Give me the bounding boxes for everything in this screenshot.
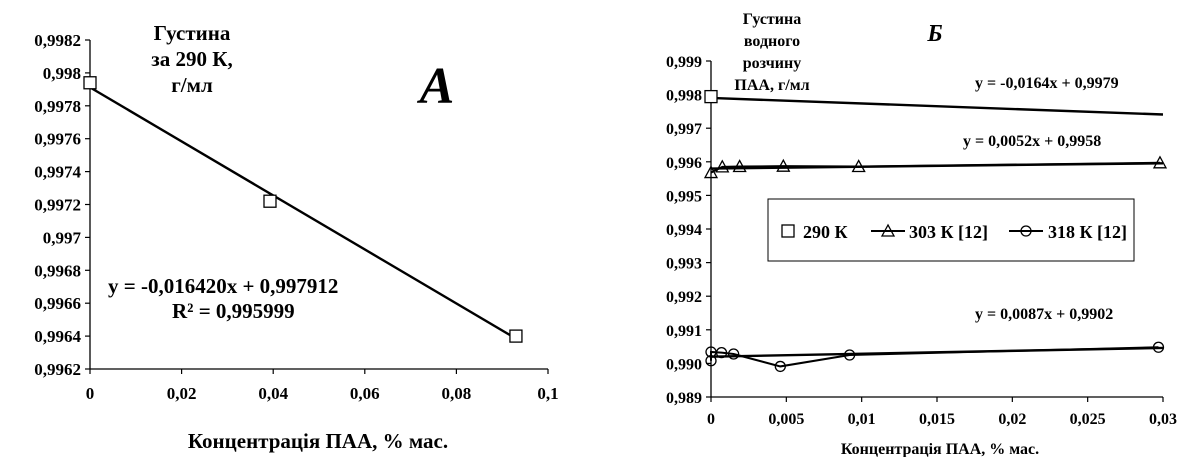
x-tick-label: 0,1 (537, 384, 558, 403)
data-point-triangle (1152, 155, 1168, 169)
y-tick-label: 0,9972 (34, 196, 81, 215)
x-tick-label: 0,01 (848, 411, 876, 428)
y-tick-label: 0,9982 (34, 31, 81, 50)
chart-title-line: Густина (743, 11, 801, 28)
y-tick-label: 0,990 (666, 356, 702, 373)
x-tick-label: 0,025 (1070, 411, 1106, 428)
data-point-square (509, 329, 523, 343)
x-axis-title: Концентрація ПАА, % мас. (841, 441, 1039, 457)
x-tick-label: 0,015 (919, 411, 955, 428)
legend-label: 290 К (803, 222, 848, 242)
data-point-circle (843, 349, 856, 361)
legend-marker-circle (1020, 225, 1032, 237)
y-tick-label: 0,998 (43, 64, 81, 83)
legend-marker-triangle (880, 223, 896, 237)
x-tick-label: 0,005 (768, 411, 804, 428)
series-line-1 (710, 161, 1160, 174)
y-tick-label: 0,9962 (34, 360, 81, 379)
chart-title-line: ПАА, г/мл (734, 77, 809, 94)
x-tick-label: 0,04 (258, 384, 288, 403)
data-point-triangle (776, 158, 791, 172)
x-tick-label: 0,03 (1149, 411, 1177, 428)
x-tick-label: 0,02 (998, 411, 1026, 428)
legend-marker-square (781, 224, 795, 238)
x-tick-label: 0 (86, 384, 95, 403)
chart-title-line: водного (744, 33, 800, 50)
data-point-square (704, 89, 718, 104)
data-point-triangle (732, 159, 747, 173)
data-point-square (263, 194, 277, 208)
data-point-circle (715, 346, 728, 359)
y-tick-label: 0,991 (666, 323, 702, 340)
x-tick-label: 0,08 (442, 384, 472, 403)
y-tick-label: 0,997 (666, 121, 702, 138)
y-tick-label: 0,9976 (34, 130, 81, 149)
x-tick-label: 0 (707, 411, 715, 428)
chart-title-line: розчину (743, 55, 801, 72)
y-tick-label: 0,994 (666, 222, 702, 239)
y-tick-label: 0,9964 (34, 327, 81, 346)
equation-label: y = -0,0164x + 0,9979 (975, 75, 1119, 92)
chart-panel-a: 0,9962 0,9964 0,9966 0,9968 0,997 0,9972 0,997… (34, 21, 558, 453)
chart-title-line: г/мл (171, 73, 213, 97)
y-tick-label: 0,9966 (34, 294, 81, 313)
y-tick-label: 0,995 (666, 188, 702, 205)
x-tick-label: 0,02 (167, 384, 197, 403)
chart-title-line: Густина (154, 21, 231, 45)
x-axis-title: Концентрація ПАА, % мас. (188, 429, 448, 453)
panel-label: А (417, 58, 455, 115)
series-line-2 (710, 346, 1159, 368)
y-tick-label: 0,999 (666, 54, 702, 71)
y-tick-label: 0,996 (666, 155, 702, 172)
data-point-circle (727, 348, 740, 360)
data-point-circle (774, 360, 786, 373)
trendline-0 (89, 86, 517, 340)
trendline-0 (710, 96, 1164, 116)
y-tick-label: 0,992 (666, 289, 702, 306)
data-point-square (83, 76, 97, 90)
legend-box (767, 198, 1135, 262)
data-point-triangle (703, 165, 719, 179)
data-point-triangle (715, 159, 730, 173)
y-tick-label: 0,998 (666, 88, 702, 105)
equation-label: y = 0,0087x + 0,9902 (975, 306, 1113, 323)
y-tick-label: 0,9978 (34, 97, 81, 116)
legend-label: 303 К [12] (909, 222, 988, 242)
chart-title-line: за 290 К, (151, 47, 232, 71)
panel-label: Б (926, 21, 942, 47)
data-point-triangle (851, 159, 866, 173)
y-tick-label: 0,9974 (34, 163, 81, 182)
y-tick-label: 0,993 (666, 256, 702, 273)
equation-label: y = 0,0052x + 0,9958 (963, 133, 1101, 150)
equation-label: R² = 0,995999 (172, 299, 295, 323)
chart-panel-b: 0,989 0,990 0,991 0,992 0,993 0,994 0,995 0,996… (666, 11, 1177, 457)
legend-label: 318 К [12] (1048, 222, 1127, 242)
equation-label: y = -0,016420x + 0,997912 (108, 274, 338, 298)
x-tick-label: 0,06 (350, 384, 380, 403)
y-tick-label: 0,9968 (34, 261, 81, 280)
data-point-circle (705, 355, 717, 367)
data-point-circle (1152, 341, 1165, 353)
y-tick-label: 0,989 (666, 390, 702, 407)
y-tick-label: 0,997 (43, 228, 82, 247)
